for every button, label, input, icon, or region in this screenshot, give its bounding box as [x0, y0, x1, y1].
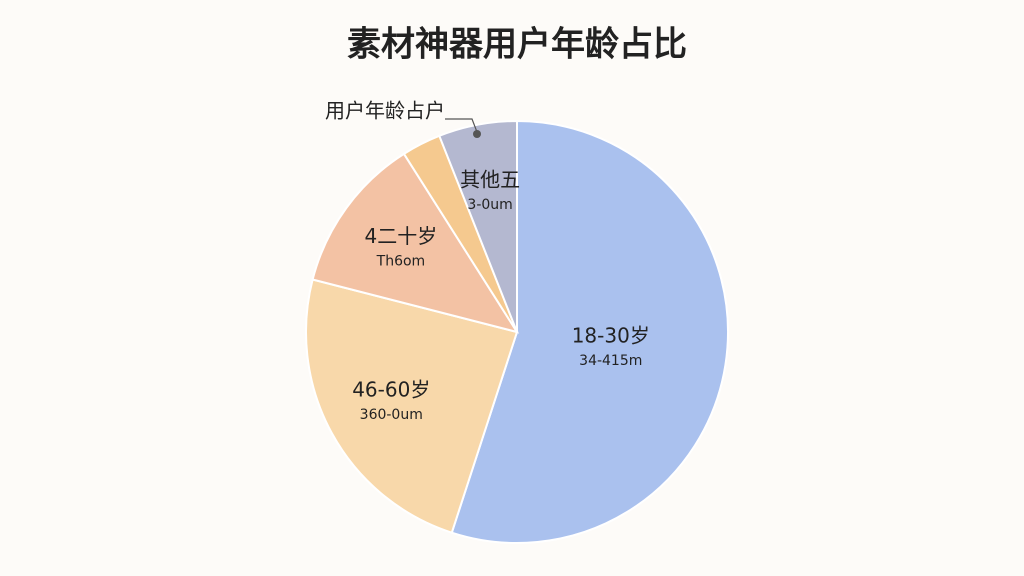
pie-slice [450, 119, 729, 544]
slice-label: 18-30岁 [572, 323, 650, 347]
slice-sublabel: 34-415m [579, 353, 642, 369]
slice-sublabel: 3-0um [467, 197, 512, 213]
callout-line [445, 118, 478, 133]
pie-slice [311, 152, 520, 334]
pie: 18-30岁 34-415m 46-60岁 360-0um 4二十岁 Th6om 其他五 3-… [305, 119, 729, 544]
slice-label: 4二十岁 [365, 224, 438, 248]
slice-sublabel: 360-0um [360, 407, 423, 423]
slice-label: 46-60岁 [352, 378, 430, 402]
chart-title: 素材神器用户年龄占比 [347, 25, 687, 65]
callout-dot [473, 130, 481, 138]
slice-sublabel: Th6om [376, 254, 426, 270]
slice-label: 其他五 [460, 168, 520, 192]
pie-slice [305, 278, 519, 534]
callout-label: 用户年龄占户 [325, 99, 445, 123]
pie-slice [438, 119, 518, 333]
